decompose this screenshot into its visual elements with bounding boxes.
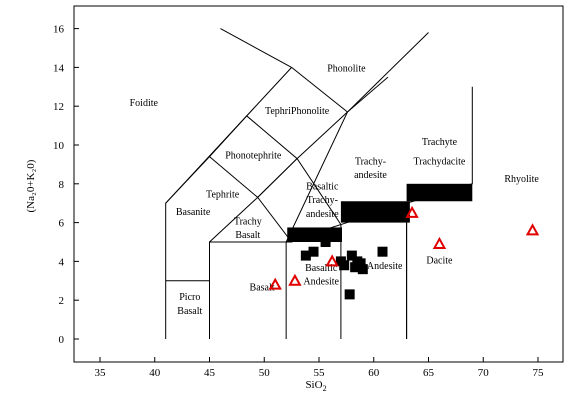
sample-square-10 [377, 246, 388, 257]
field-label-22: Basalt [177, 306, 202, 317]
field-label-7: Trachy- [307, 195, 338, 206]
sample-square-8 [355, 258, 366, 269]
field-label-12: andesite [354, 170, 387, 181]
field-label-0: Foidite [130, 98, 159, 109]
field-label-18: Andesite [367, 261, 403, 272]
field-boundary-6 [406, 86, 473, 339]
field-boundary-5 [285, 223, 342, 339]
x-tick-label-5: 60 [368, 367, 380, 379]
x-tick-label-8: 75 [533, 367, 545, 379]
x-tick-label-1: 40 [149, 367, 161, 379]
sample-triangle-3 [405, 205, 419, 218]
field-labels: Foidite Phonolite TephriPhonolite Phonoteph… [130, 63, 540, 317]
field-label-10: Basalt [235, 230, 260, 241]
field-label-8: andesite [306, 209, 339, 220]
field-label-6: Basaltic [306, 182, 339, 193]
field-label-11: Trachy- [355, 156, 386, 167]
x-tick-label-0: 35 [95, 367, 107, 379]
field-label-20: Basalt [250, 283, 275, 294]
sample-square-11 [344, 289, 355, 300]
field-boundary-13 [220, 28, 292, 68]
field-label-14: Trachydacite [414, 156, 466, 167]
sample-square-4 [339, 260, 350, 271]
sample-triangle-5 [525, 223, 540, 236]
sample-square-6 [350, 262, 361, 273]
filled-bar-1 [340, 201, 410, 223]
field-label-15: Rhyolite [504, 174, 539, 185]
x-tick-label-4: 55 [314, 367, 326, 379]
x-axis-label: SiO2 [305, 379, 326, 393]
y-tick-label-8: 16 [53, 24, 65, 36]
field-label-13: Trachyte [422, 137, 458, 148]
field-label-3: Phonotephrite [225, 151, 282, 162]
sample-square-0 [300, 250, 311, 261]
y-tick-label-4: 8 [59, 179, 65, 191]
field-label-17: Andesite [303, 277, 339, 288]
field-boundary-11 [257, 158, 298, 198]
y-tick-label-7: 14 [53, 62, 65, 74]
y-tick-label-1: 2 [59, 295, 65, 307]
sample-square-1 [308, 246, 319, 257]
field-label-9: Trachy [234, 217, 262, 228]
field-label-21: Picro [179, 292, 200, 303]
x-axis-label-subscript: 2 [323, 384, 327, 393]
sample-square-9 [357, 264, 368, 275]
sample-square-5 [346, 250, 357, 261]
field-boundary-7 [347, 76, 389, 113]
field-label-2: TephriPhonolite [265, 106, 330, 117]
data-points [268, 205, 540, 300]
y-tick-label-2: 4 [59, 256, 65, 268]
x-axis: 35 40 45 50 55 60 65 70 75 [95, 357, 545, 379]
field-boundary-12 [291, 67, 348, 113]
y-tick-label-0: 0 [59, 334, 65, 346]
y-tick-label-5: 10 [53, 140, 65, 152]
sample-triangle-2 [325, 254, 339, 267]
field-label-19: Dacite [426, 255, 453, 266]
y-tick-label-6: 12 [53, 101, 64, 113]
x-tick-label-6: 65 [423, 367, 435, 379]
field-label-4: Tephrite [206, 189, 240, 200]
field-boundaries [165, 28, 473, 339]
field-boundary-4 [209, 241, 287, 339]
field-boundary-9 [406, 183, 473, 204]
sample-triangle-1 [288, 273, 302, 286]
x-tick-label-7: 70 [478, 367, 490, 379]
field-label-16: Basaltic [305, 263, 338, 274]
y-tick-label-3: 6 [59, 218, 65, 230]
x-tick-label-3: 50 [259, 367, 271, 379]
x-tick-label-2: 45 [204, 367, 216, 379]
filled-bar-0 [287, 227, 342, 242]
sample-triangle-0 [268, 277, 282, 290]
field-boundary-8 [296, 111, 348, 159]
field-label-1: Phonolite [327, 63, 366, 74]
sample-triangle-4 [432, 236, 447, 249]
sample-square-2 [320, 237, 331, 247]
y-axis-label: (Na₂0+K₂0) [25, 159, 37, 212]
field-label-5: Basanite [176, 207, 211, 218]
y-axis: 0 2 4 6 8 10 12 14 16 [53, 24, 79, 346]
